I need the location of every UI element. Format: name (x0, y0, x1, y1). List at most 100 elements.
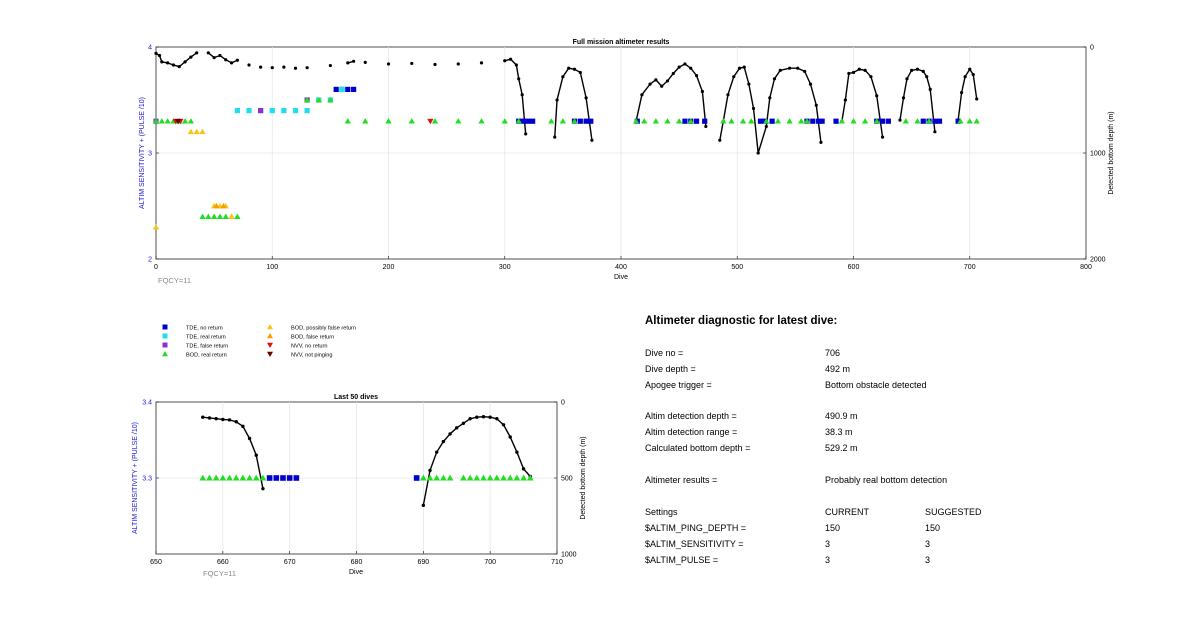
bottom-depth-point (428, 468, 432, 473)
bod-real-return-marker (957, 118, 964, 124)
tde-no-return-marker (293, 475, 300, 481)
bottom-depth-point (963, 75, 967, 79)
legend-label: TDE, real return (186, 334, 226, 340)
bottom-depth-point (247, 436, 252, 441)
bottom-depth-point (386, 62, 391, 66)
bottom-depth-point (234, 420, 238, 424)
setting-suggested: 3 (925, 539, 931, 549)
bod-real-return-marker (506, 474, 514, 481)
legend-label: NVV, no return (291, 343, 328, 349)
bottom-depth-point (875, 94, 879, 98)
bottom-depth-point (677, 65, 681, 69)
bod-real-return-marker (232, 474, 240, 481)
legend-item: TDE, false return (162, 342, 228, 349)
x-tick-label: 800 (1080, 264, 1092, 271)
bottom-depth-point (261, 486, 265, 491)
sub-ylabel-right: Detected bottom depth (m) (580, 436, 587, 519)
y-right-tick-label: 0 (561, 400, 565, 407)
bottom-depth-point (718, 138, 722, 142)
bottom-depth-point (475, 415, 479, 419)
sub-xlabel: Dive (349, 569, 363, 576)
bottom-depth-point (683, 62, 687, 66)
bod-real-return-marker (513, 474, 521, 481)
setting-suggested: 3 (925, 555, 931, 565)
bottom-depth-point (640, 93, 644, 97)
y-right-tick-label: 1000 (561, 552, 577, 559)
settings-label: Settings (645, 507, 678, 517)
bottom-depth-point (218, 53, 222, 58)
bod-real-return-marker (798, 118, 805, 124)
bottom-depth-point (282, 65, 286, 69)
main-title: Full mission altimeter results (573, 39, 670, 46)
bod-real-return-marker (216, 213, 224, 219)
tde-real-return-marker (246, 108, 252, 114)
bottom-depth-point (857, 67, 861, 71)
bottom-depth-point (968, 67, 972, 71)
bod-real-return-marker (460, 474, 467, 481)
tde-no-return-marker (682, 118, 688, 124)
bottom-depth-point (654, 78, 658, 82)
bod-real-return-marker (206, 474, 213, 481)
bottom-depth-point (928, 87, 932, 91)
bottom-depth-point (726, 93, 730, 97)
bottom-depth-point (305, 66, 309, 70)
bottom-depth-point (898, 118, 902, 122)
bottom-depth-point (481, 415, 486, 419)
bottom-depth-point (328, 63, 332, 68)
bod-real-return-marker (720, 118, 727, 124)
x-tick-label: 600 (848, 264, 860, 271)
legend-marker (267, 324, 273, 330)
bottom-depth-point (435, 450, 439, 454)
bottom-depth-point (520, 93, 524, 97)
bod-real-return-marker (222, 213, 229, 219)
bod-possibly-false-return-marker (193, 128, 200, 135)
bottom-depth-point (819, 140, 823, 144)
bottom-depth-point (933, 130, 937, 134)
bod-real-return-marker (548, 118, 555, 124)
bottom-depth-point (796, 66, 800, 70)
dive-no-label: Dive no = (645, 348, 684, 358)
bod-real-return-marker (515, 118, 522, 124)
bod-real-return-marker (440, 474, 447, 481)
x-tick-label: 680 (351, 559, 363, 566)
tde-false-return-marker (258, 108, 264, 114)
bod-real-return-marker (466, 474, 474, 481)
bod-real-return-marker (187, 118, 194, 124)
tde-no-return-marker (879, 118, 886, 124)
bottom-depth-point (971, 72, 975, 77)
bottom-depth-point (572, 67, 577, 71)
bod-real-return-marker (571, 118, 578, 124)
bottom-depth-point (764, 124, 768, 129)
y-right-tick-label: 0 (1090, 45, 1094, 52)
legend-marker (162, 342, 168, 348)
bottom-depth-point (227, 418, 232, 422)
bottom-depth-point (561, 75, 565, 79)
bod-real-return-marker (252, 474, 260, 481)
legend-marker (162, 333, 168, 339)
tde-no-return-marker (577, 118, 583, 124)
bod-real-return-marker (500, 474, 507, 481)
tde-no-return-marker (885, 118, 891, 124)
tde-no-return-marker (816, 118, 822, 124)
bod-real-return-marker (664, 118, 671, 124)
x-tick-label: 690 (417, 559, 429, 566)
bottom-depth-point (742, 65, 746, 69)
tde-no-return-marker (520, 118, 526, 124)
tde-no-return-marker (810, 118, 816, 124)
bottom-depth-point (461, 421, 466, 425)
y-left-tick-label: 3 (148, 151, 152, 158)
legend-label: TDE, no return (186, 325, 223, 331)
bottom-depth-point (905, 77, 909, 81)
bod-real-return-marker (966, 118, 973, 124)
x-tick-label: 500 (731, 264, 743, 271)
tde-real-return-marker (281, 108, 287, 114)
bottom-depth-point (847, 71, 851, 76)
bottom-depth-point (910, 68, 914, 72)
bod-possibly-false-return-marker (228, 213, 235, 219)
main-ylabel-right: Detected bottom depth (m) (1108, 111, 1115, 194)
y-left-tick-label: 2 (148, 257, 152, 264)
tde-no-return-marker (932, 118, 938, 124)
x-tick-label: 660 (217, 559, 229, 566)
bod-real-return-marker (850, 118, 857, 124)
sub-footnote: FQCY=11 (203, 569, 236, 578)
